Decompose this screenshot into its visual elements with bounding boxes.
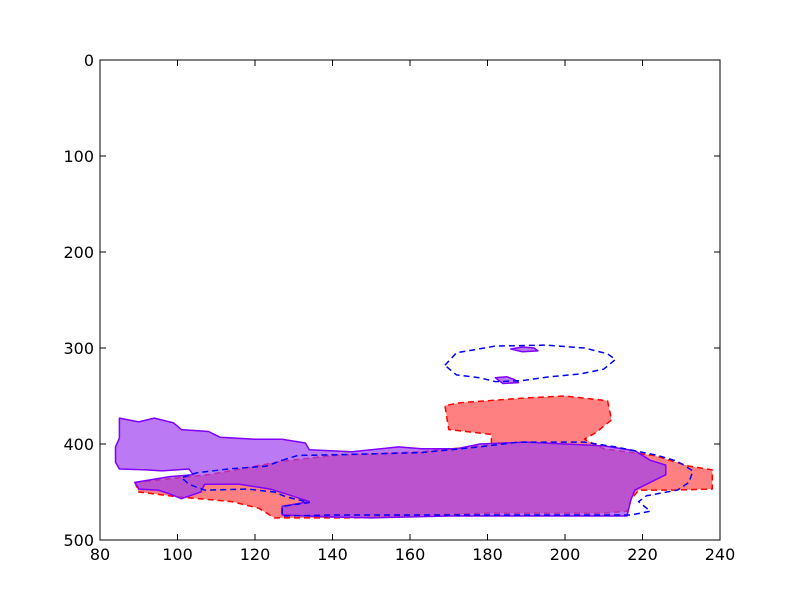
x-tick-label: 200 [550,545,581,564]
ticks-layer: 80 100 120 140 160 180 200 220 240 0 100 200 300 400 5… [63,51,735,564]
series-2-region-1 [444,344,617,383]
x-tick-label: 80 [90,545,110,564]
x-tick-label: 160 [395,545,426,564]
x-tick-label: 220 [627,545,658,564]
y-tick-label: 200 [63,243,94,262]
x-tick-label: 120 [240,545,271,564]
series-2-region-0 [180,441,694,517]
y-tick-label: 300 [63,339,94,358]
y-tick-label: 500 [63,531,94,550]
x-tick-label: 140 [317,545,348,564]
regions-layer [114,344,714,519]
x-tick-label: 100 [162,545,193,564]
plot-frame [99,59,721,541]
y-tick-label: 400 [63,435,94,454]
y-tick-label: 0 [84,51,94,70]
x-tick-label: 240 [705,545,736,564]
series-1-region-0 [114,417,667,519]
x-tick-label: 180 [472,545,503,564]
y-tick-label: 100 [63,147,94,166]
series-1-region-1 [510,346,539,353]
